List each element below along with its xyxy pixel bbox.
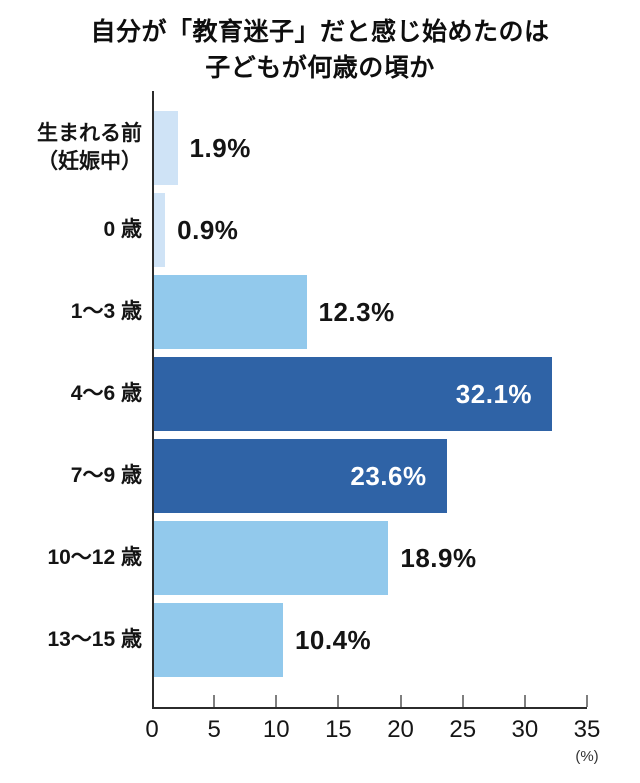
bar (154, 193, 166, 267)
category-label-line: 生まれる前 (37, 121, 142, 145)
chart-title-line1: 自分が「教育迷子」だと感じ始めたのは (90, 18, 550, 46)
category-label-line: 10～12 歳 (47, 545, 142, 569)
x-tick-label: 30 (511, 716, 539, 743)
category-label-line: 7～9 歳 (70, 463, 142, 487)
bar (154, 275, 307, 349)
x-axis: (%) 0 5 10 15 20 25 30 35 (145, 695, 600, 771)
category-label-line: 0 歳 (103, 217, 142, 241)
x-tick-mark (523, 695, 526, 707)
chart-title: 自分が「教育迷子」だと感じ始めたのは 子どもが何歳の頃か (0, 0, 640, 86)
bars-area: 1.9% 0.9% 12.3% 32.1% 23.6% 18.9% 10.4% (152, 91, 588, 707)
x-tick-label: 10 (262, 716, 290, 743)
x-tick-label: 20 (387, 716, 414, 743)
category-label: 生まれる前 （妊娠中） (0, 107, 142, 189)
value-label: 12.3% (318, 296, 395, 327)
x-tick-label: 15 (325, 716, 352, 743)
value-label: 1.9% (189, 132, 251, 163)
x-tick-label: 35 (573, 716, 601, 743)
category-label: 7～9 歳 (0, 435, 142, 517)
value-label: 18.9% (400, 542, 477, 573)
chart-row: 0.9% (154, 189, 588, 271)
value-label: 10.4% (294, 624, 372, 655)
x-tick-label: 25 (449, 716, 477, 743)
value-label: 32.1% (455, 378, 533, 409)
bar: 23.6% (154, 439, 447, 513)
x-axis-unit-label: (%) (575, 748, 599, 765)
plot-area: 1.9% 0.9% 12.3% 32.1% 23.6% 18.9% 10.4% (%) 0 5… (145, 91, 640, 771)
x-tick-mark (586, 695, 588, 707)
x-tick-mark (337, 695, 340, 707)
category-axis: 生まれる前 （妊娠中） 0 歳 1～3 歳 4～6 歳 7～9 歳 10～12 歳 13～15… (0, 91, 152, 771)
x-tick-label: 0 (145, 716, 159, 743)
chart-row: 23.6% (154, 435, 588, 517)
value-label: 0.9% (177, 214, 239, 245)
bar: 32.1% (154, 357, 553, 431)
category-label: 10～12 歳 (0, 517, 142, 599)
x-tick-label: 5 (207, 716, 221, 743)
chart-row: 10.4% (154, 599, 588, 681)
category-label-line: 1～3 歳 (70, 299, 142, 323)
category-label-line: （妊娠中） (37, 150, 142, 173)
x-tick-mark (399, 695, 402, 707)
chart-title-line2: 子どもが何歳の頃か (205, 53, 435, 82)
category-label: 13～15 歳 (0, 599, 142, 681)
chart-row: 12.3% (154, 271, 588, 353)
bar-chart: 生まれる前 （妊娠中） 0 歳 1～3 歳 4～6 歳 7～9 歳 10～12 歳 13～15… (0, 91, 640, 771)
bar (154, 521, 389, 595)
x-tick-mark (213, 695, 216, 707)
value-label: 23.6% (350, 460, 427, 491)
category-label-line: 4～6 歳 (70, 381, 142, 405)
bar (154, 603, 283, 677)
chart-row: 18.9% (154, 517, 588, 599)
category-label: 4～6 歳 (0, 353, 142, 435)
category-label: 0 歳 (0, 189, 142, 271)
category-label-line: 13～15 歳 (47, 627, 142, 651)
x-tick-mark (275, 695, 278, 707)
chart-row: 32.1% (154, 353, 588, 435)
chart-row: 1.9% (154, 107, 588, 189)
x-tick-mark (461, 695, 464, 707)
category-label: 1～3 歳 (0, 271, 142, 353)
bar (154, 111, 178, 185)
